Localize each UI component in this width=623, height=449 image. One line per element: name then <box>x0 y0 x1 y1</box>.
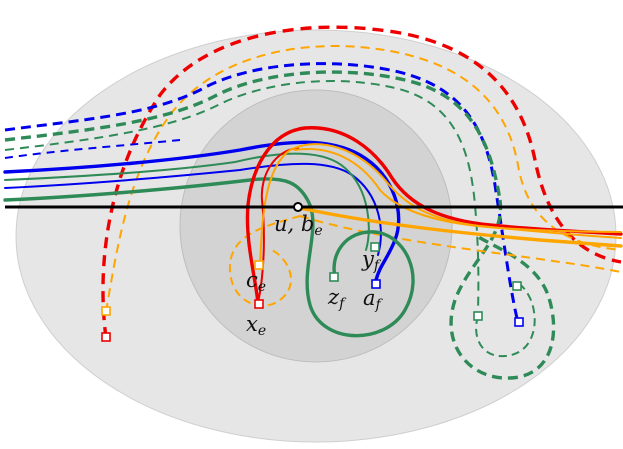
green-marker-zf <box>329 272 339 282</box>
green-dashed-arc-upper <box>4 80 480 317</box>
red-thin-curve <box>257 147 299 304</box>
orange-solid-curve-b <box>298 206 623 248</box>
label-x-e: xe <box>246 312 266 339</box>
green-marker-yf <box>370 242 380 252</box>
orange-marker-ce <box>254 260 264 270</box>
label-z-f: zf <box>327 285 347 312</box>
label-a-f: af <box>363 286 384 313</box>
orange-dashed-right <box>299 215 622 273</box>
orange-solid-curve-c <box>294 148 622 233</box>
green-dashed-arc-lower <box>4 70 502 201</box>
orange-solid-curve-a <box>259 143 622 266</box>
blue-marker-af <box>371 279 381 289</box>
point-u-be <box>293 202 303 212</box>
green-thick-solid-curve <box>3 177 415 338</box>
blue-thin-solid-curve <box>4 162 382 256</box>
label-c-e: ce <box>246 268 266 295</box>
red-dashed-arc <box>101 25 622 339</box>
label-u-be: u, be <box>274 212 323 239</box>
red-marker-left <box>101 332 111 342</box>
inner-region <box>179 89 453 363</box>
orange-dashed-loop <box>228 215 301 307</box>
green-marker-right-a <box>473 311 483 321</box>
label-y-f: yf <box>361 247 382 274</box>
green-marker-right-b <box>512 281 522 291</box>
blue-marker-right <box>514 317 524 327</box>
red-marker-xe <box>254 299 264 309</box>
blue-dashed-left-thin <box>4 139 181 159</box>
orange-marker-left <box>101 306 111 316</box>
green-thin-solid-curve <box>4 152 370 251</box>
green-dashed-loop-outer <box>449 199 556 380</box>
